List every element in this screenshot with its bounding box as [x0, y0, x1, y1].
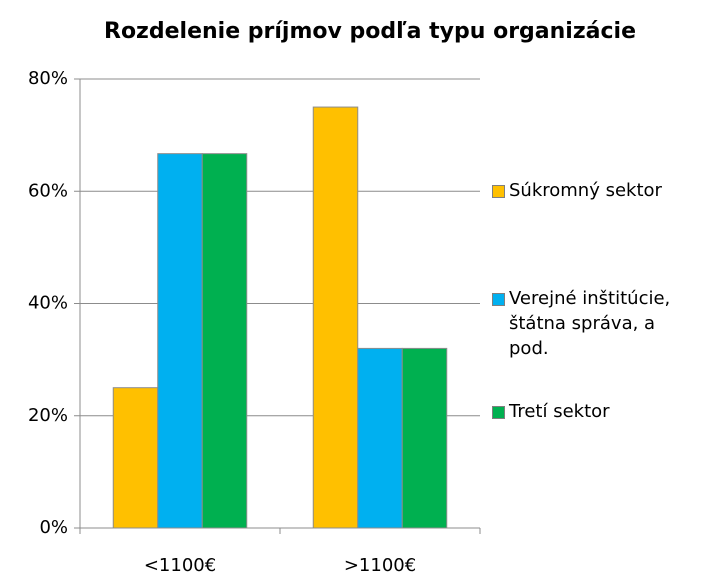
legend-swatch	[492, 293, 505, 306]
legend-swatch	[492, 185, 505, 198]
chart-title: Rozdelenie príjmov podľa typu organizáci…	[104, 19, 636, 44]
y-tick-label: 0%	[39, 517, 68, 538]
legend-item: Verejné inštitúcie, štátna správa, a pod…	[492, 286, 722, 361]
x-tick-label: >1100€	[344, 555, 416, 576]
legend-label: Súkromný sektor	[509, 180, 662, 201]
bar	[201, 153, 248, 529]
legend-label: Verejné inštitúcie, štátna správa, a pod…	[509, 288, 671, 359]
y-tick-label: 40%	[28, 293, 68, 314]
bar	[112, 387, 159, 529]
y-tick-label: 80%	[28, 68, 68, 89]
bar	[357, 347, 403, 529]
bar	[401, 347, 448, 529]
y-tick-label: 60%	[28, 180, 68, 201]
x-tick-label: <1100€	[144, 555, 216, 576]
legend-item: Súkromný sektor	[492, 178, 722, 203]
bar	[312, 106, 359, 529]
legend-item: Tretí sektor	[492, 399, 722, 424]
legend-label: Tretí sektor	[509, 401, 610, 422]
y-tick-label: 20%	[28, 405, 68, 426]
bar	[157, 153, 203, 529]
legend-swatch	[492, 406, 505, 419]
